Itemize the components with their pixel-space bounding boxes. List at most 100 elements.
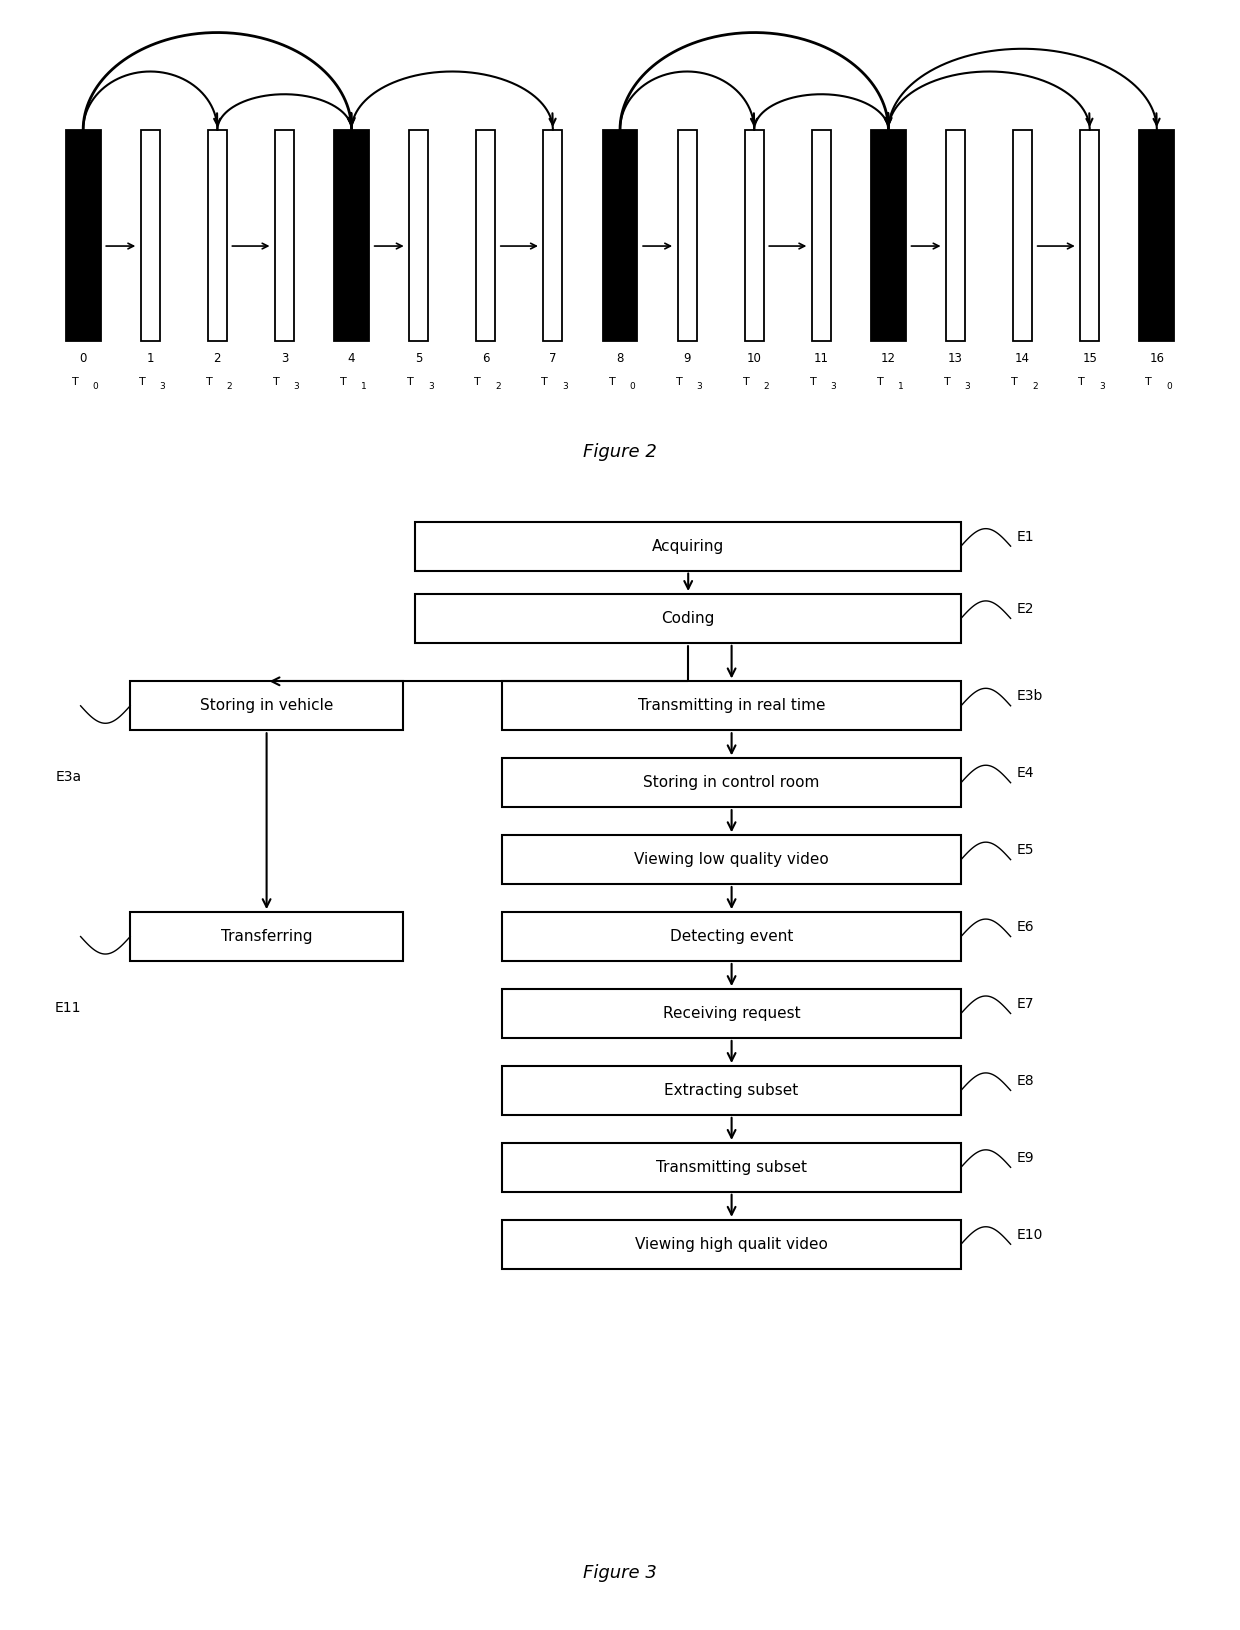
Text: E8: E8 [1017, 1074, 1034, 1089]
Text: T: T [1146, 377, 1152, 386]
Bar [208, 130, 227, 341]
Text: 16: 16 [1149, 352, 1164, 365]
Text: T: T [944, 377, 951, 386]
Text: 7: 7 [549, 352, 557, 365]
Text: Transmitting in real time: Transmitting in real time [637, 698, 826, 714]
Bar [812, 130, 831, 341]
Bar [130, 913, 403, 962]
Bar [502, 1219, 961, 1268]
Text: E7: E7 [1017, 998, 1034, 1011]
Text: T: T [542, 377, 548, 386]
Text: 3: 3 [831, 381, 836, 391]
Text: Receiving request: Receiving request [663, 1006, 800, 1020]
Bar [502, 681, 961, 730]
Text: 0: 0 [629, 381, 635, 391]
Text: 3: 3 [697, 381, 702, 391]
Bar [502, 835, 961, 883]
Text: 2: 2 [213, 352, 221, 365]
Text: T: T [609, 377, 615, 386]
Text: Transferring: Transferring [221, 929, 312, 944]
Bar [745, 130, 764, 341]
Text: Coding: Coding [661, 611, 715, 626]
Text: 6: 6 [482, 352, 490, 365]
Bar [543, 130, 562, 341]
Bar [502, 758, 961, 807]
Text: Acquiring: Acquiring [652, 538, 724, 554]
Text: 5: 5 [415, 352, 423, 365]
Text: T: T [743, 377, 749, 386]
Text: E2: E2 [1017, 601, 1034, 616]
Bar [502, 989, 961, 1038]
Text: E10: E10 [1017, 1227, 1043, 1242]
Text: 1: 1 [361, 381, 367, 391]
Text: 10: 10 [746, 352, 761, 365]
Bar [415, 522, 961, 570]
Bar [870, 130, 906, 341]
Text: 12: 12 [880, 352, 897, 365]
Text: 11: 11 [813, 352, 828, 365]
Text: 1: 1 [146, 352, 154, 365]
Bar [603, 130, 637, 341]
Text: E9: E9 [1017, 1151, 1034, 1165]
Text: E6: E6 [1017, 921, 1034, 934]
Text: 2: 2 [764, 381, 769, 391]
Text: 3: 3 [1099, 381, 1105, 391]
Text: T: T [340, 377, 347, 386]
Text: E1: E1 [1017, 530, 1034, 544]
Bar [946, 130, 965, 341]
Text: Detecting event: Detecting event [670, 929, 794, 944]
Text: E3a: E3a [55, 769, 82, 784]
Text: T: T [72, 377, 78, 386]
Bar [1013, 130, 1032, 341]
Text: 8: 8 [616, 352, 624, 365]
Text: Storing in vehicle: Storing in vehicle [200, 698, 334, 714]
Text: Viewing low quality video: Viewing low quality video [634, 852, 830, 867]
Text: 0: 0 [79, 352, 87, 365]
Bar [502, 1066, 961, 1115]
Text: 3: 3 [562, 381, 568, 391]
Text: E3b: E3b [1017, 689, 1043, 704]
Bar [66, 130, 100, 341]
Text: T: T [877, 377, 884, 386]
Bar [1080, 130, 1099, 341]
Text: T: T [273, 377, 280, 386]
Text: Extracting subset: Extracting subset [665, 1082, 799, 1099]
Bar [334, 130, 370, 341]
Text: 9: 9 [683, 352, 691, 365]
Bar [130, 681, 403, 730]
Text: 2: 2 [227, 381, 232, 391]
Text: 3: 3 [160, 381, 165, 391]
Bar [1140, 130, 1174, 341]
Text: 1: 1 [898, 381, 904, 391]
Text: T: T [407, 377, 414, 386]
Text: 3: 3 [280, 352, 288, 365]
Text: 0: 0 [1166, 381, 1172, 391]
Text: Figure 2: Figure 2 [583, 443, 657, 461]
Bar [678, 130, 697, 341]
Text: E4: E4 [1017, 766, 1034, 781]
Text: T: T [139, 377, 145, 386]
Text: Storing in control room: Storing in control room [644, 776, 820, 791]
Text: 0: 0 [92, 381, 98, 391]
Bar [502, 913, 961, 962]
Text: 14: 14 [1016, 352, 1030, 365]
Text: 4: 4 [348, 352, 356, 365]
Bar [141, 130, 160, 341]
Text: T: T [475, 377, 481, 386]
Text: T: T [676, 377, 682, 386]
Bar [415, 593, 961, 642]
Text: 2: 2 [1032, 381, 1038, 391]
Text: T: T [1011, 377, 1018, 386]
Text: Figure 3: Figure 3 [583, 1563, 657, 1583]
Text: E11: E11 [55, 1001, 82, 1014]
Text: 13: 13 [949, 352, 963, 365]
Text: 2: 2 [495, 381, 501, 391]
Bar [275, 130, 294, 341]
Bar [476, 130, 495, 341]
Text: T: T [206, 377, 213, 386]
Text: 3: 3 [294, 381, 299, 391]
Text: 3: 3 [428, 381, 434, 391]
Bar [409, 130, 428, 341]
Text: T: T [1079, 377, 1085, 386]
Text: 3: 3 [965, 381, 971, 391]
